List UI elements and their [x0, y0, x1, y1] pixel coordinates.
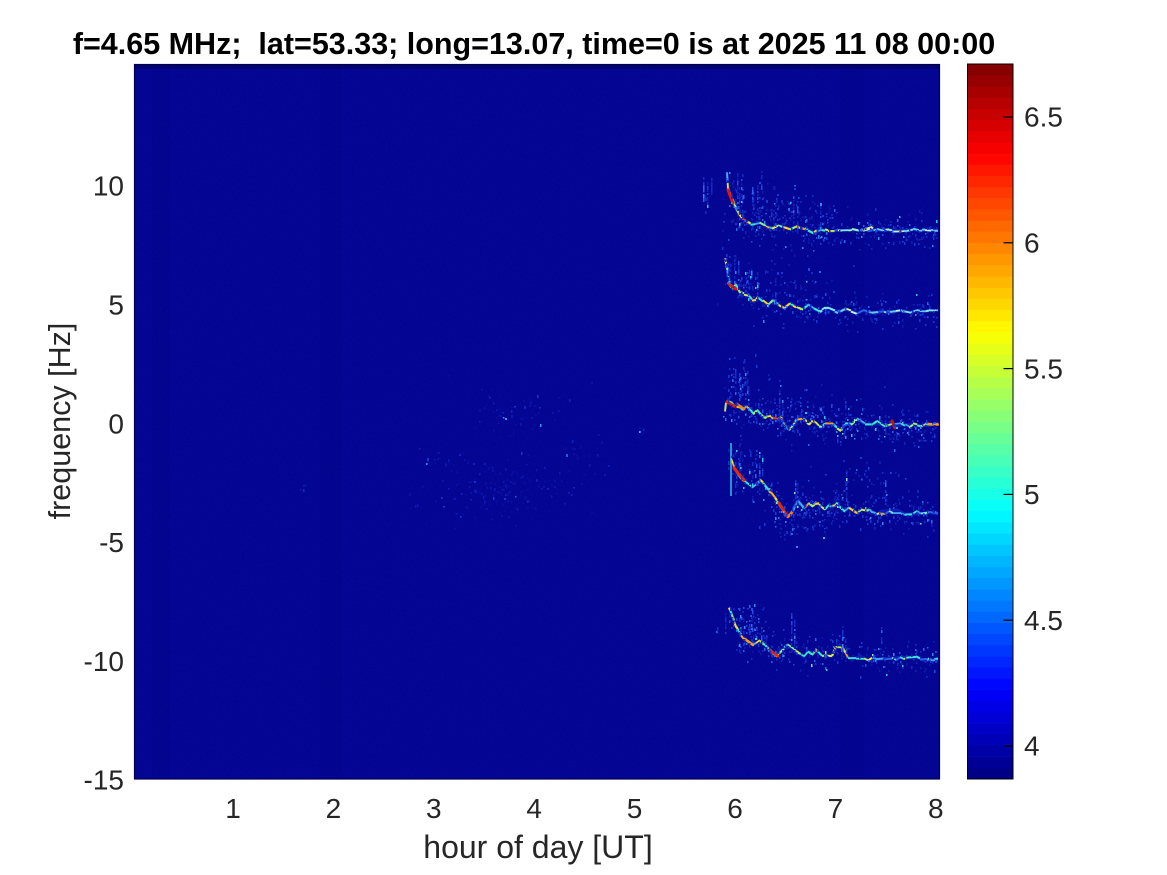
- svg-text:frequency [Hz]: frequency [Hz]: [43, 323, 77, 520]
- svg-text:f=4.65 MHz; lat=53.33; long=1: f=4.65 MHz; lat=53.33; long=13.07, time=…: [73, 27, 995, 61]
- svg-text:8: 8: [928, 793, 944, 824]
- svg-text:-10: -10: [84, 646, 124, 677]
- svg-text:5: 5: [108, 290, 124, 321]
- svg-text:2: 2: [326, 793, 342, 824]
- svg-text:7: 7: [828, 793, 844, 824]
- svg-text:3: 3: [426, 793, 442, 824]
- svg-text:5: 5: [1024, 479, 1040, 510]
- svg-text:-15: -15: [84, 765, 124, 796]
- svg-text:6: 6: [727, 793, 743, 824]
- svg-text:4.5: 4.5: [1024, 605, 1063, 636]
- svg-text:6.5: 6.5: [1024, 102, 1063, 133]
- svg-text:6: 6: [1024, 228, 1040, 259]
- svg-text:5.5: 5.5: [1024, 353, 1063, 384]
- svg-text:0: 0: [108, 408, 124, 439]
- svg-text:4: 4: [526, 793, 542, 824]
- svg-text:1: 1: [225, 793, 241, 824]
- svg-text:4: 4: [1024, 731, 1040, 762]
- svg-text:hour of day [UT]: hour of day [UT]: [423, 829, 652, 865]
- svg-text:10: 10: [93, 171, 124, 202]
- svg-text:5: 5: [627, 793, 643, 824]
- svg-text:-5: -5: [99, 527, 124, 558]
